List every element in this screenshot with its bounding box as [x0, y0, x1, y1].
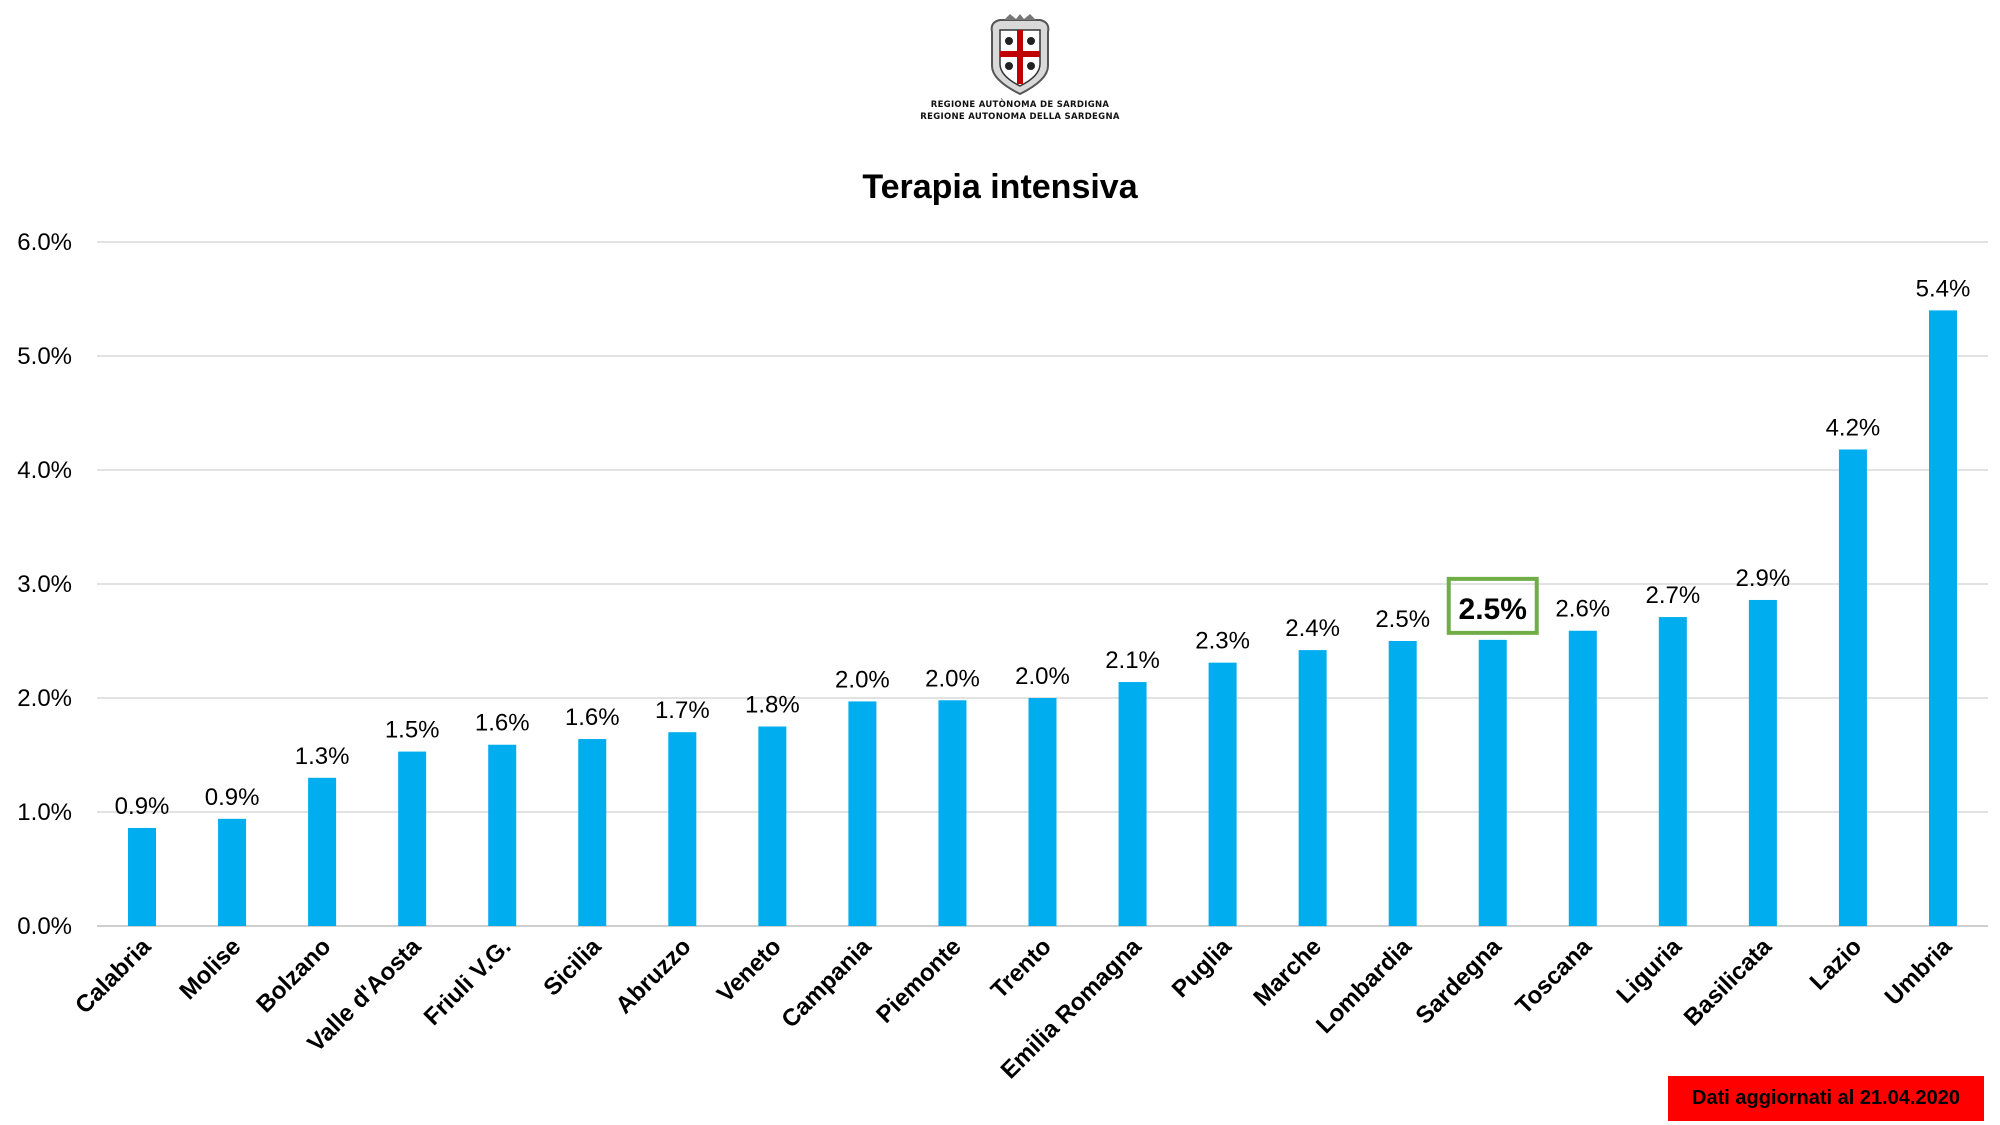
- x-tick-label: Lazio: [1805, 933, 1867, 995]
- bar: [758, 726, 787, 926]
- bar: [938, 700, 967, 926]
- data-label: 5.4%: [1916, 275, 1971, 302]
- y-tick-label: 3.0%: [17, 571, 72, 598]
- bar: [1658, 617, 1687, 926]
- x-tick-label: Basilicata: [1679, 933, 1778, 1032]
- bar: [218, 818, 247, 926]
- header-logo: REGIONE AUTÒNOMA DE SARDIGNA REGIONE AUT…: [900, 14, 1140, 144]
- bar: [1208, 662, 1237, 926]
- x-tick-label: Sardegna: [1411, 933, 1508, 1030]
- x-tick-label: Sicilia: [538, 933, 607, 1002]
- data-label: 2.5%: [1375, 606, 1430, 633]
- bar: [668, 732, 697, 926]
- bar: [128, 827, 157, 926]
- bar: [308, 777, 337, 926]
- y-tick-label: 1.0%: [17, 799, 72, 826]
- bar: [488, 744, 517, 926]
- x-tick-label: Trento: [986, 933, 1057, 1004]
- data-label: 2.0%: [835, 666, 890, 693]
- y-tick-label: 6.0%: [17, 229, 72, 256]
- bar: [848, 701, 877, 926]
- bar: [1298, 650, 1327, 926]
- y-tick-label: 0.0%: [17, 913, 72, 940]
- chart-title: Terapia intensiva: [862, 168, 1138, 206]
- sardinia-coat-of-arms-icon: [990, 14, 1050, 96]
- data-label: 1.3%: [295, 743, 350, 770]
- bar: [1748, 599, 1777, 926]
- x-tick-label: Molise: [174, 933, 246, 1005]
- x-tick-label: Liguria: [1611, 933, 1687, 1009]
- x-tick-label: Piemonte: [871, 933, 966, 1028]
- bar: [578, 739, 607, 926]
- x-tick-label: Marche: [1248, 933, 1327, 1012]
- data-label: 1.6%: [475, 710, 530, 737]
- data-label: 1.6%: [565, 704, 620, 731]
- data-label: 2.6%: [1555, 596, 1610, 623]
- data-label: 1.7%: [655, 697, 710, 724]
- data-label: 0.9%: [115, 793, 170, 820]
- x-tick-label: Friuli V.G.: [419, 933, 517, 1031]
- x-tick-label: Toscana: [1510, 933, 1597, 1020]
- y-axis-tick-labels: 0.0% 1.0% 2.0% 3.0% 4.0% 5.0% 6.0%: [17, 229, 72, 940]
- y-tick-label: 5.0%: [17, 343, 72, 370]
- y-tick-label: 2.0%: [17, 685, 72, 712]
- x-tick-label: Puglia: [1167, 933, 1237, 1003]
- data-label: 4.2%: [1826, 414, 1881, 441]
- org-name-sardinian: REGIONE AUTÒNOMA DE SARDIGNA: [930, 100, 1110, 110]
- bar: [1568, 630, 1597, 926]
- bar: [1388, 641, 1417, 926]
- data-label: 2.1%: [1105, 647, 1160, 674]
- bar: [1028, 698, 1057, 926]
- x-tick-label: Veneto: [712, 933, 787, 1008]
- data-label: 2.7%: [1645, 582, 1700, 609]
- org-name-italian: REGIONE AUTONOMA DELLA SARDEGNA: [920, 112, 1120, 122]
- data-labels: 0.9% 0.9% 1.3% 1.5% 1.6% 1.6% 1.7% 1.8% 2.0% 2.0%…: [115, 275, 1971, 820]
- bar: [1838, 449, 1867, 926]
- data-label-highlighted: 2.5%: [1459, 593, 1527, 626]
- bar: [1118, 682, 1147, 926]
- data-label: 2.0%: [925, 665, 980, 692]
- data-label: 1.8%: [745, 692, 800, 719]
- x-tick-label: Bolzano: [251, 933, 336, 1018]
- x-tick-label: Lombardia: [1311, 933, 1417, 1039]
- bar: [1928, 310, 1957, 926]
- x-tick-label: Umbria: [1880, 933, 1958, 1011]
- y-tick-label: 4.0%: [17, 457, 72, 484]
- data-label: 2.3%: [1195, 628, 1250, 655]
- data-label: 0.9%: [205, 784, 260, 811]
- highlight-box: [1446, 576, 1539, 635]
- bar: [398, 751, 427, 926]
- bars: [128, 310, 1957, 926]
- x-tick-label: Abruzzo: [611, 933, 697, 1019]
- bar: [1478, 639, 1507, 926]
- data-label: 2.9%: [1736, 565, 1791, 592]
- data-label: 2.0%: [1015, 663, 1070, 690]
- x-tick-label: Campania: [776, 933, 877, 1034]
- data-label: 1.5%: [385, 717, 440, 744]
- data-label: 2.4%: [1285, 615, 1340, 642]
- update-date-badge: Dati aggiornati al 21.04.2020: [1668, 1076, 1984, 1121]
- x-tick-label: Calabria: [70, 933, 157, 1020]
